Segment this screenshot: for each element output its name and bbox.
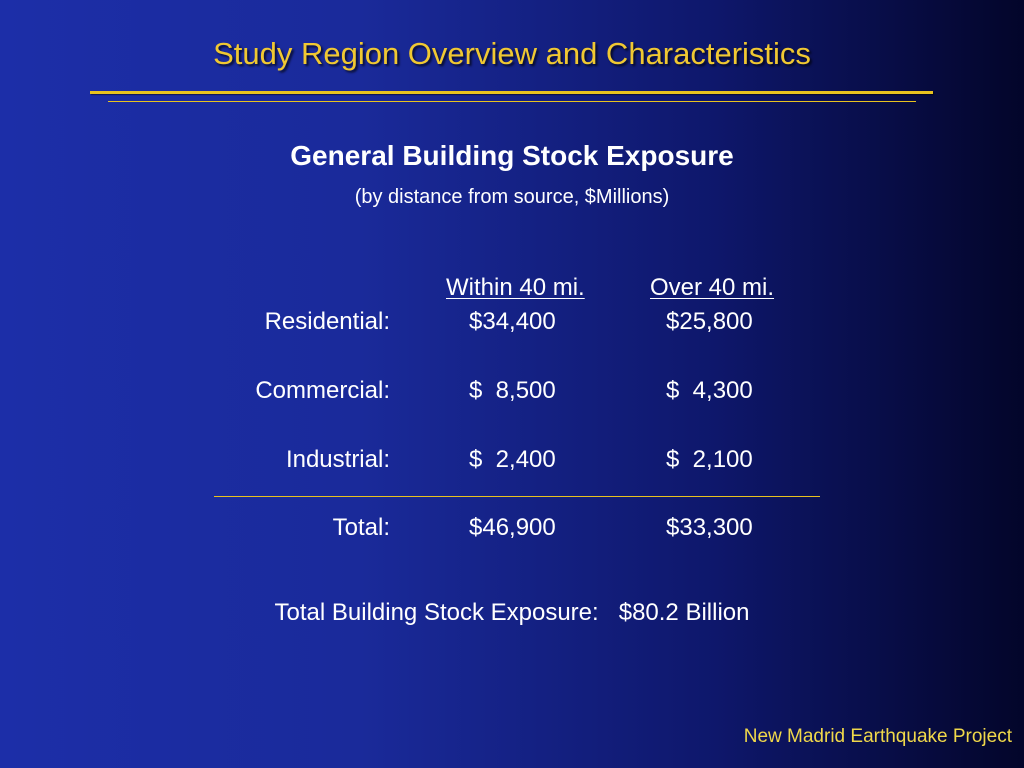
row-label-commercial: Commercial: — [255, 377, 390, 404]
cell-industrial-over: $ 2,100 — [666, 446, 753, 473]
row-label-residential: Residential: — [264, 308, 390, 335]
row-label-total: Total: — [332, 514, 390, 541]
cell-total-over: $33,300 — [666, 514, 753, 541]
cell-commercial-within: $ 8,500 — [469, 377, 556, 404]
cell-total-within: $46,900 — [469, 514, 556, 541]
column-header-over: Over 40 mi. — [650, 274, 775, 301]
cell-residential-over: $25,800 — [666, 308, 753, 335]
total-separator — [214, 496, 820, 497]
slide-title: Study Region Overview and Characteristic… — [213, 36, 811, 71]
summary-value: $80.2 Billion — [618, 599, 750, 626]
cell-residential-within: $34,400 — [469, 308, 556, 335]
column-header-within: Within 40 mi. — [446, 274, 585, 301]
total-exposure-summary: Total Building Stock Exposure: $80.2 Bil… — [0, 599, 1024, 627]
cell-commercial-over: $ 4,300 — [666, 377, 753, 404]
title-underline-thick — [90, 91, 933, 94]
row-label-industrial: Industrial: — [285, 446, 390, 473]
footer-project-name: New Madrid Earthquake Project — [743, 726, 1012, 747]
section-caption: (by distance from source, $Millions) — [354, 186, 670, 208]
title-underline-thin — [108, 101, 916, 102]
section-heading: General Building Stock Exposure — [290, 140, 734, 171]
summary-label: Total Building Stock Exposure: — [274, 599, 599, 626]
cell-industrial-within: $ 2,400 — [469, 446, 556, 473]
